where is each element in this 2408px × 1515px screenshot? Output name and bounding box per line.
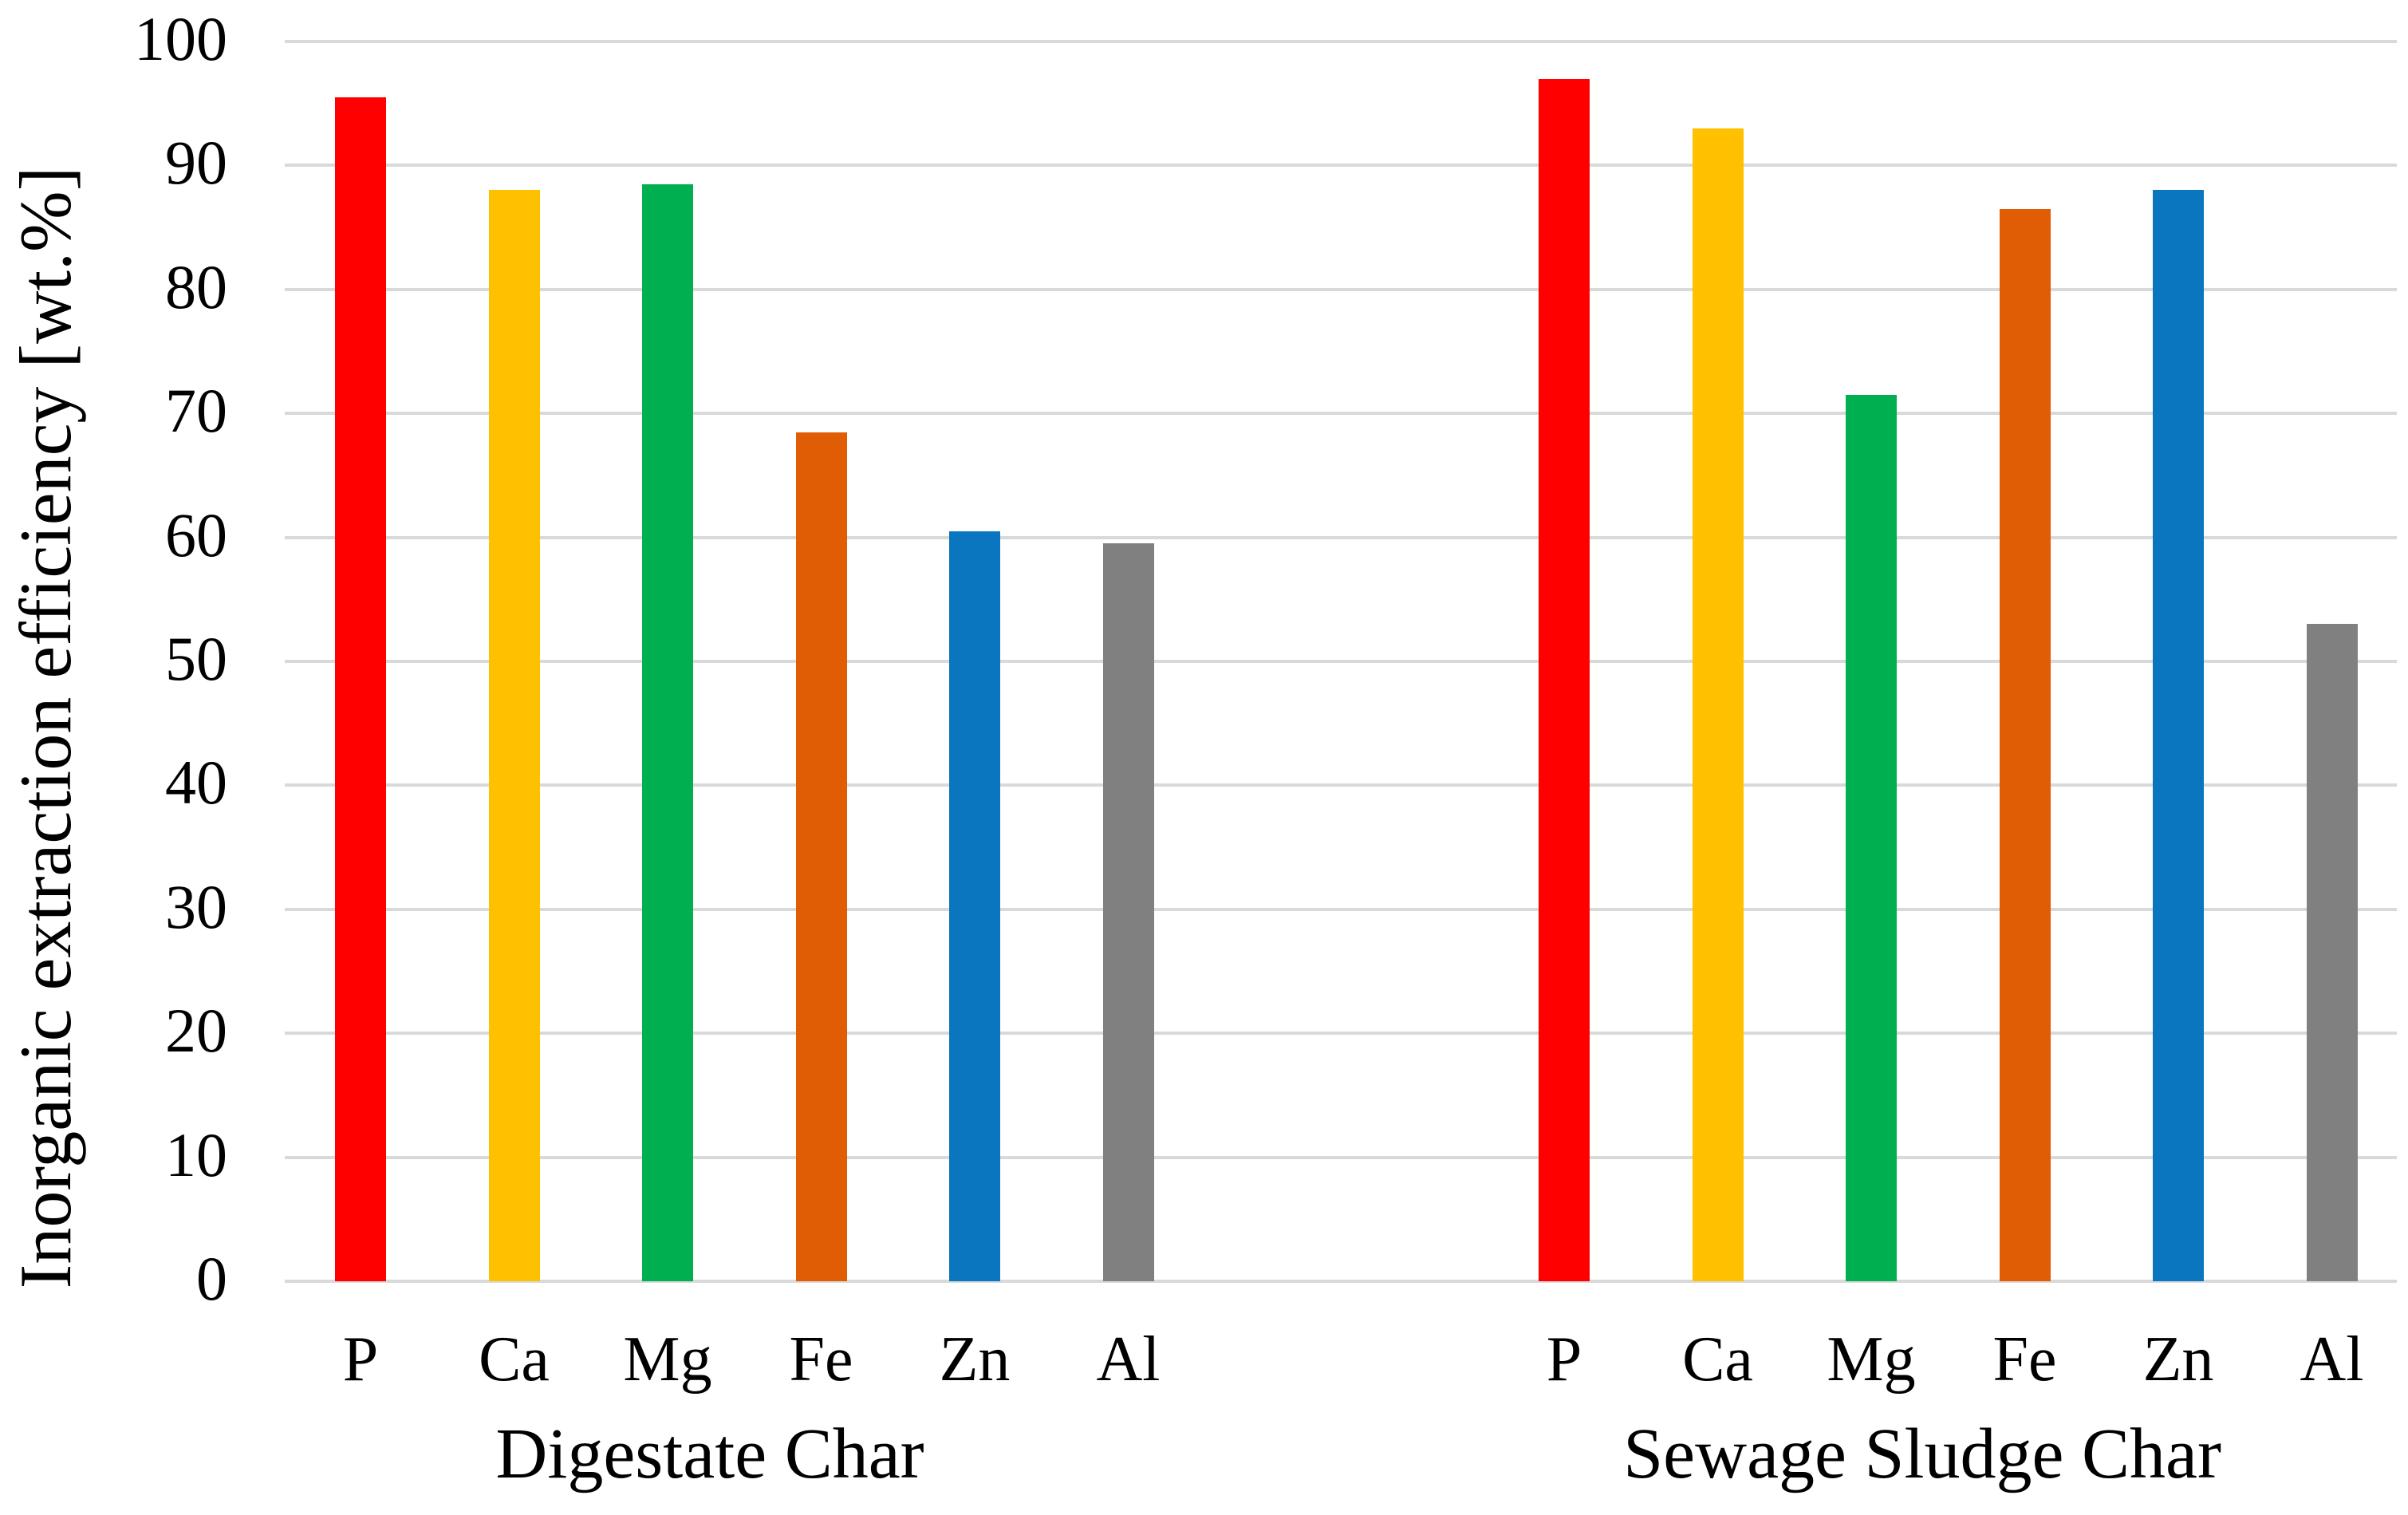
y-tick-label-100: 100 [134,3,227,73]
bar-sewage-sludge-char-al [2306,624,2358,1281]
gridline-10 [285,1155,2397,1159]
y-tick-label-60: 60 [165,499,227,570]
bar-sewage-sludge-char-ca [1692,128,1744,1281]
x-tick-label-digestate-char-p: P [342,1324,379,1395]
gridline-0 [285,1280,2397,1283]
bar-sewage-sludge-char-mg [1846,394,1897,1281]
bar-digestate-char-al [1102,543,1154,1281]
bar-digestate-char-fe [795,432,847,1281]
x-tick-label-digestate-char-zn: Zn [939,1324,1011,1395]
bar-digestate-char-mg [642,183,693,1281]
group-label-sewage-sludge-char: Sewage Sludge Char [1623,1414,2221,1493]
y-tick-label-0: 0 [196,1243,227,1313]
x-tick-label-sewage-sludge-char-ca: Ca [1682,1324,1753,1395]
x-tick-label-sewage-sludge-char-al: Al [2300,1324,2364,1395]
gridline-70 [285,412,2397,416]
x-tick-label-sewage-sludge-char-p: P [1546,1324,1582,1395]
bar-digestate-char-p [335,97,386,1281]
y-tick-label-40: 40 [165,748,227,818]
bar-sewage-sludge-char-zn [2153,190,2204,1281]
gridline-20 [285,1032,2397,1036]
y-tick-label-30: 30 [165,871,227,941]
gridline-30 [285,907,2397,911]
gridline-100 [285,40,2397,43]
x-tick-label-digestate-char-al: Al [1096,1324,1161,1395]
gridline-60 [285,535,2397,539]
y-tick-label-90: 90 [165,128,227,198]
bar-sewage-sludge-char-p [1539,78,1590,1281]
x-tick-label-sewage-sludge-char-mg: Mg [1827,1324,1916,1395]
y-tick-label-20: 20 [165,996,227,1066]
bar-sewage-sludge-char-fe [1999,208,2051,1281]
bar-digestate-char-zn [949,531,1000,1281]
y-tick-label-80: 80 [165,251,227,322]
gridline-80 [285,287,2397,291]
group-label-digestate-char: Digestate Char [495,1414,924,1493]
x-tick-label-sewage-sludge-char-fe: Fe [1992,1324,2057,1395]
y-axis-title: Inorganic extraction efficiency [wt.%] [5,166,86,1289]
y-tick-label-50: 50 [165,623,227,693]
x-tick-label-digestate-char-ca: Ca [479,1324,550,1395]
bar-digestate-char-ca [488,190,540,1281]
gridline-50 [285,660,2397,663]
x-tick-label-digestate-char-mg: Mg [623,1324,712,1395]
x-tick-label-sewage-sludge-char-zn: Zn [2142,1324,2214,1395]
y-tick-label-70: 70 [165,376,227,446]
y-tick-label-10: 10 [165,1119,227,1190]
gridline-40 [285,783,2397,787]
gridline-90 [285,164,2397,168]
x-tick-label-digestate-char-fe: Fe [789,1324,853,1395]
